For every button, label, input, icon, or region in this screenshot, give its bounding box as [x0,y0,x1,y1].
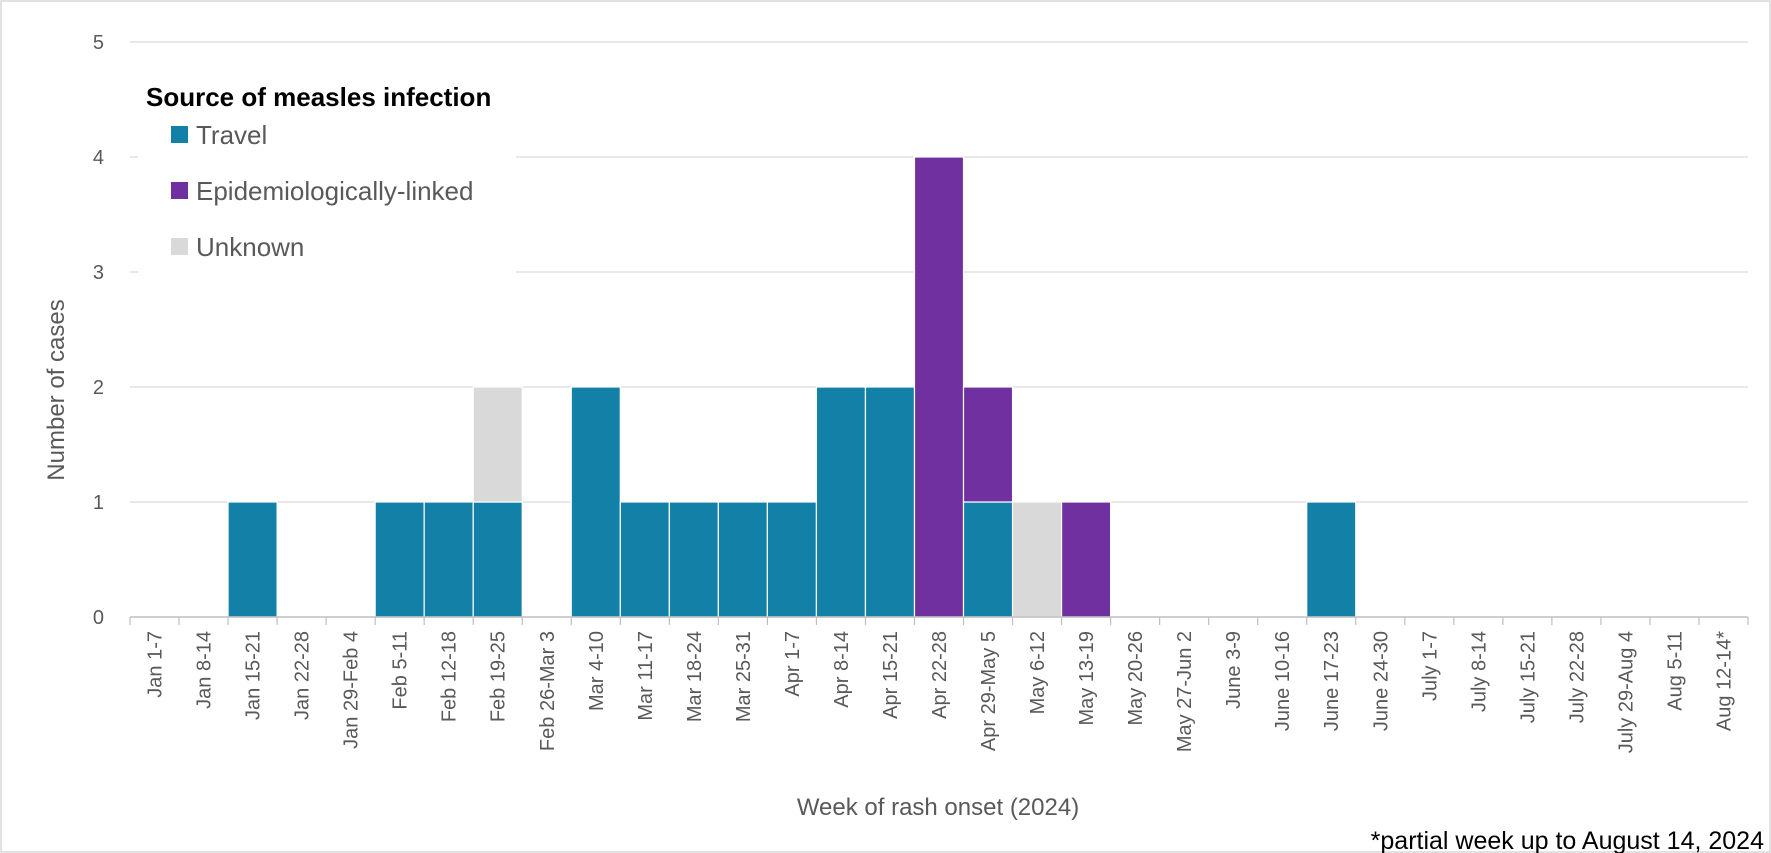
bar-segment [619,501,670,618]
bar-segment [913,156,965,618]
x-tick-label: July 1-7 [1419,631,1441,701]
x-tick-label: July 8-14 [1468,631,1490,712]
y-tick-label: 2 [93,377,104,399]
y-tick-label: 5 [93,32,104,54]
x-tick-label: Jan 1-7 [145,631,167,698]
x-tick-label: Apr 1-7 [782,631,804,697]
bar-segment [1011,501,1063,618]
bar-segment [472,501,523,618]
y-tick-label: 3 [93,262,104,284]
x-tick-label: Jan 29-Feb 4 [341,631,363,749]
x-tick-label: Apr 29-May 5 [978,631,1000,751]
x-tick-label: May 20-26 [1125,631,1147,726]
bar-segment [1060,501,1112,618]
bar-segment [423,501,474,618]
bar-segment [962,386,1014,503]
x-tick-label: June 3-9 [1223,631,1245,709]
legend-swatch [171,238,188,255]
x-tick-label: June 24-30 [1370,631,1392,731]
y-axis-ticks: 0 1 2 3 4 5 [93,32,104,629]
x-tick-label: Apr 22-28 [929,631,951,719]
y-axis-title: Number of cases [43,299,70,480]
x-tick-label: Feb 26-Mar 3 [537,631,559,751]
x-tick-label: May 13-19 [1076,631,1098,726]
legend-swatch [171,126,188,143]
x-tick-label: Jan 15-21 [243,631,265,720]
bar-segment [864,386,916,618]
x-tick-label: Mar 18-24 [684,631,706,722]
x-tick-label: Jan 22-28 [292,631,314,720]
x-tick-label: Feb 19-25 [488,631,510,722]
x-tick-label: Mar 25-31 [733,631,755,722]
x-tick-label: Jan 8-14 [194,631,216,709]
legend-label: Epidemiologically-linked [196,176,473,206]
x-tick-label: Feb 12-18 [439,631,461,722]
x-tick-label: June 10-16 [1272,631,1294,731]
bar-segment [717,501,768,618]
x-tick-label: May 6-12 [1027,631,1049,714]
x-tick-label: July 29-Aug 4 [1615,631,1637,753]
bar-segment [472,386,523,503]
x-tick-label: Aug 12-14* [1713,631,1735,731]
legend-title: Source of measles infection [146,82,491,112]
x-tick-label: Mar 11-17 [635,631,657,721]
x-tick-label: May 27-Jun 2 [1174,631,1196,752]
x-tick-label: Apr 8-14 [831,631,853,708]
legend: Source of measles infection Travel Epidem… [138,70,516,285]
bar-segment [374,501,425,618]
bar-segment [227,501,278,618]
y-tick-label: 1 [93,492,104,514]
legend-label: Travel [196,120,267,150]
bar-segment [815,386,867,618]
bars [227,156,1357,618]
x-tick-label: July 22-28 [1566,631,1588,723]
bar-segment [766,501,818,618]
x-tick-label: Aug 5-11 [1664,631,1686,711]
footnote: *partial week up to August 14, 2024 [1371,827,1764,853]
x-axis-title: Week of rash onset (2024) [797,794,1079,821]
x-axis-ticks: Jan 1-7 Jan 8-14 Jan 15-21 Jan 22-28 Jan 29-… [145,631,1736,754]
bar-segment [668,501,719,618]
x-axis [129,616,1749,625]
y-tick-label: 0 [93,607,104,629]
bar-segment [962,501,1014,618]
x-tick-label: Mar 4-10 [586,631,608,711]
x-tick-label: June 17-23 [1321,631,1343,731]
x-tick-label: Apr 15-21 [880,631,902,719]
x-tick-label: July 15-21 [1517,631,1539,723]
legend-swatch [171,182,188,199]
y-tick-label: 4 [93,147,104,169]
x-tick-label: Feb 5-11 [390,631,412,710]
bar-segment [1306,501,1357,618]
legend-label: Unknown [196,232,304,262]
legend-items: Travel Epidemiologically-linked Unknown [171,120,473,262]
bar-segment [570,386,621,618]
legend-background [138,70,516,285]
